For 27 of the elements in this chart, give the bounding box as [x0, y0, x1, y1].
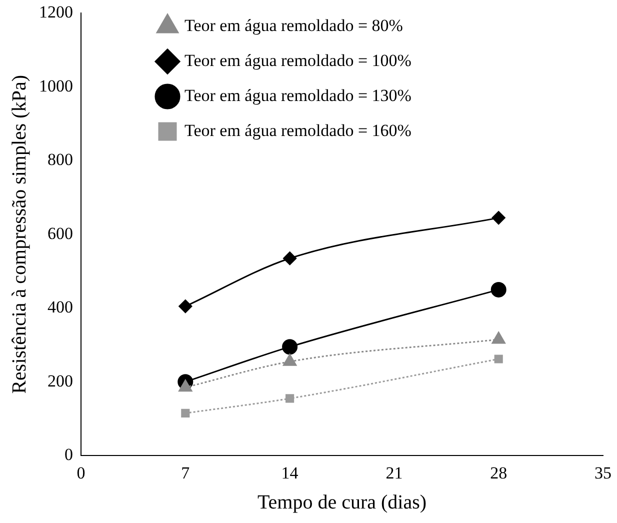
x-axis-title: Tempo de cura (dias) [257, 491, 427, 514]
y-tick-label: 1200 [39, 2, 73, 22]
x-tick-label: 0 [76, 463, 86, 482]
legend-label: Teor em água remoldado = 130% [184, 86, 412, 105]
x-tick-label: 28 [490, 463, 508, 482]
legend-label: Teor em água remoldado = 80% [184, 16, 403, 35]
y-tick-label: 600 [48, 224, 73, 243]
x-tick-label: 21 [386, 463, 403, 482]
y-tick-label: 200 [48, 371, 73, 390]
legend-label: Teor em água remoldado = 160% [184, 120, 412, 140]
point [282, 339, 298, 355]
point [286, 394, 294, 403]
point [490, 282, 506, 298]
y-tick-label: 0 [64, 445, 73, 464]
point [181, 408, 190, 418]
point [492, 211, 506, 225]
y-axis-title: Resistência à compressão simples (kPa) [8, 74, 30, 394]
point [178, 300, 192, 314]
x-tick-label: 35 [594, 463, 612, 482]
point [283, 252, 297, 266]
y-tick-label: 400 [48, 298, 73, 317]
x-tick-label: 14 [281, 463, 299, 482]
x-tick-label: 7 [181, 463, 190, 482]
point [494, 354, 503, 364]
legend-label: Teor em água remoldado = 100% [184, 50, 412, 70]
y-tick-label: 1000 [39, 76, 73, 96]
y-tick-label: 800 [48, 150, 73, 170]
